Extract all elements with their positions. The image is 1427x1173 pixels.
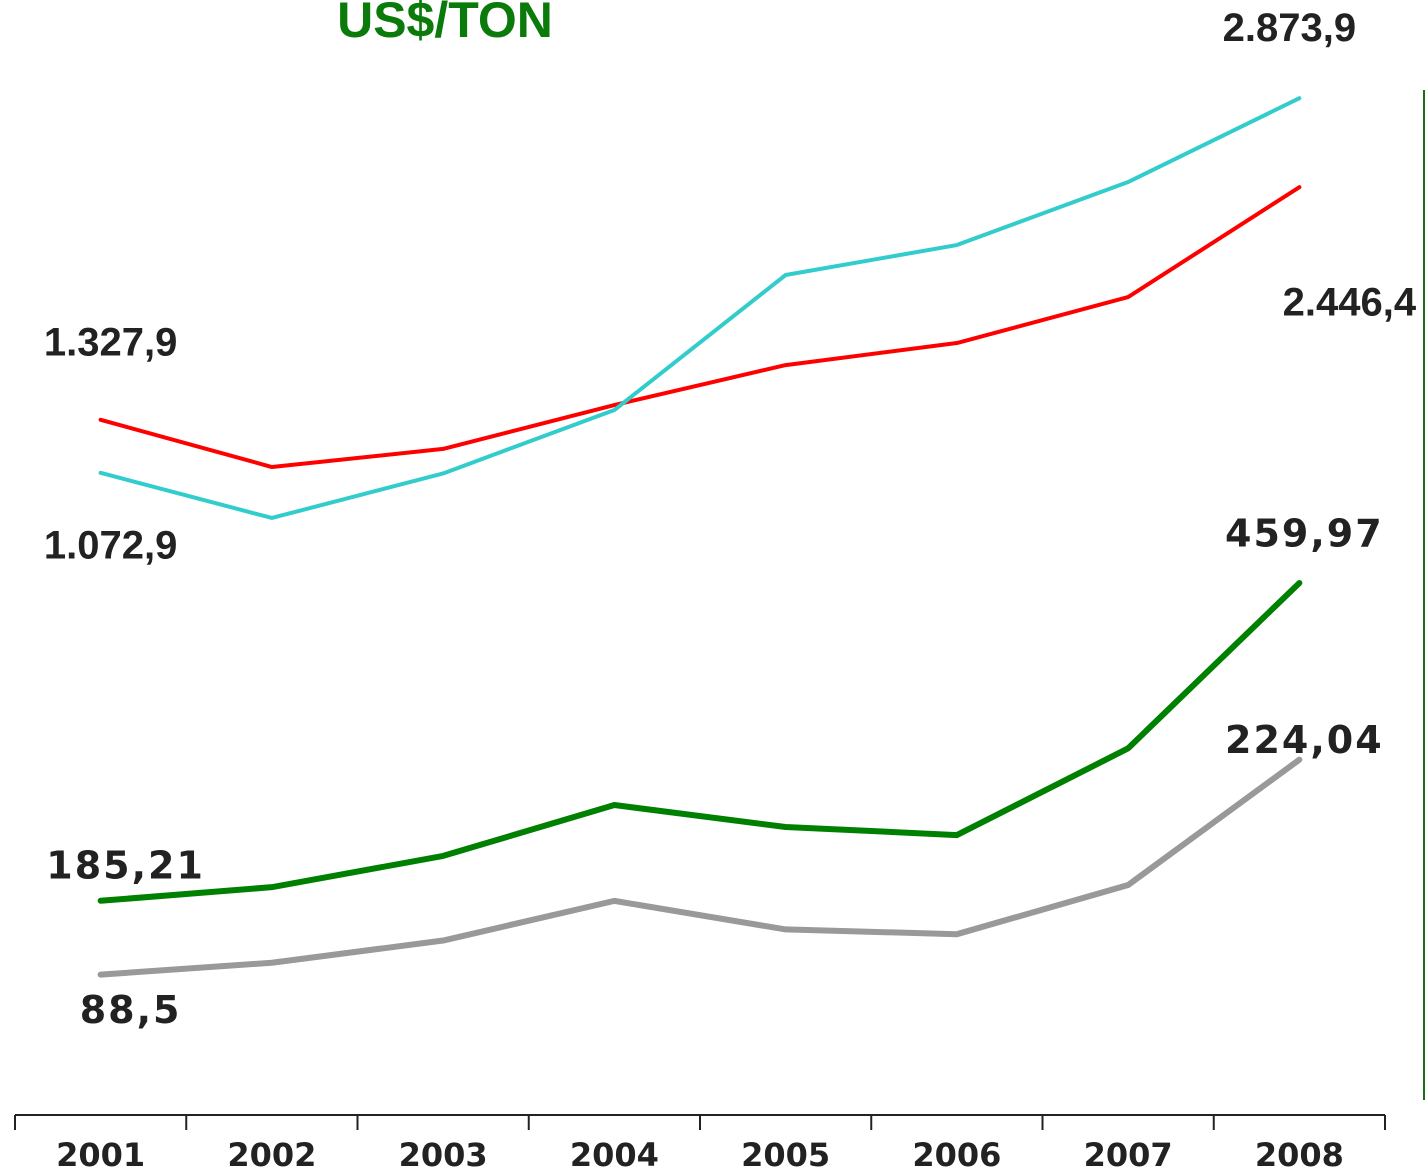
value-label: 459,97 [1225,511,1384,555]
x-tick-label: 2003 [399,1136,488,1173]
x-tick-label: 2002 [227,1136,316,1173]
chart-title: US$/TON [337,0,553,48]
line [98,96,1302,520]
value-label: 185,21 [46,843,205,887]
x-tick-label: 2004 [570,1136,659,1173]
line [97,756,1303,978]
x-tick-label: 2006 [912,1136,1001,1173]
value-label: 88,5 [80,988,182,1032]
value-label: 1.327,9 [44,320,177,364]
x-tick-label: 2008 [1255,1136,1344,1173]
value-label: 224,04 [1225,718,1384,762]
x-tick-label: 2001 [56,1136,145,1173]
x-tick-label: 2005 [741,1136,830,1173]
value-label: 1.072,9 [44,523,177,567]
line [97,579,1303,904]
line [98,185,1302,470]
value-label: 2.446,4 [1283,281,1417,325]
x-tick-label: 2007 [1084,1136,1173,1173]
value-label: 2.873,9 [1223,6,1356,50]
